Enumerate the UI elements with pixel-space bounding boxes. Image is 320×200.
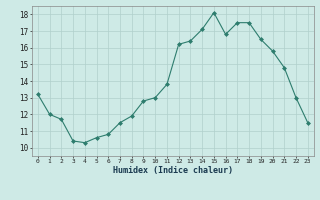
X-axis label: Humidex (Indice chaleur): Humidex (Indice chaleur) [113,166,233,175]
